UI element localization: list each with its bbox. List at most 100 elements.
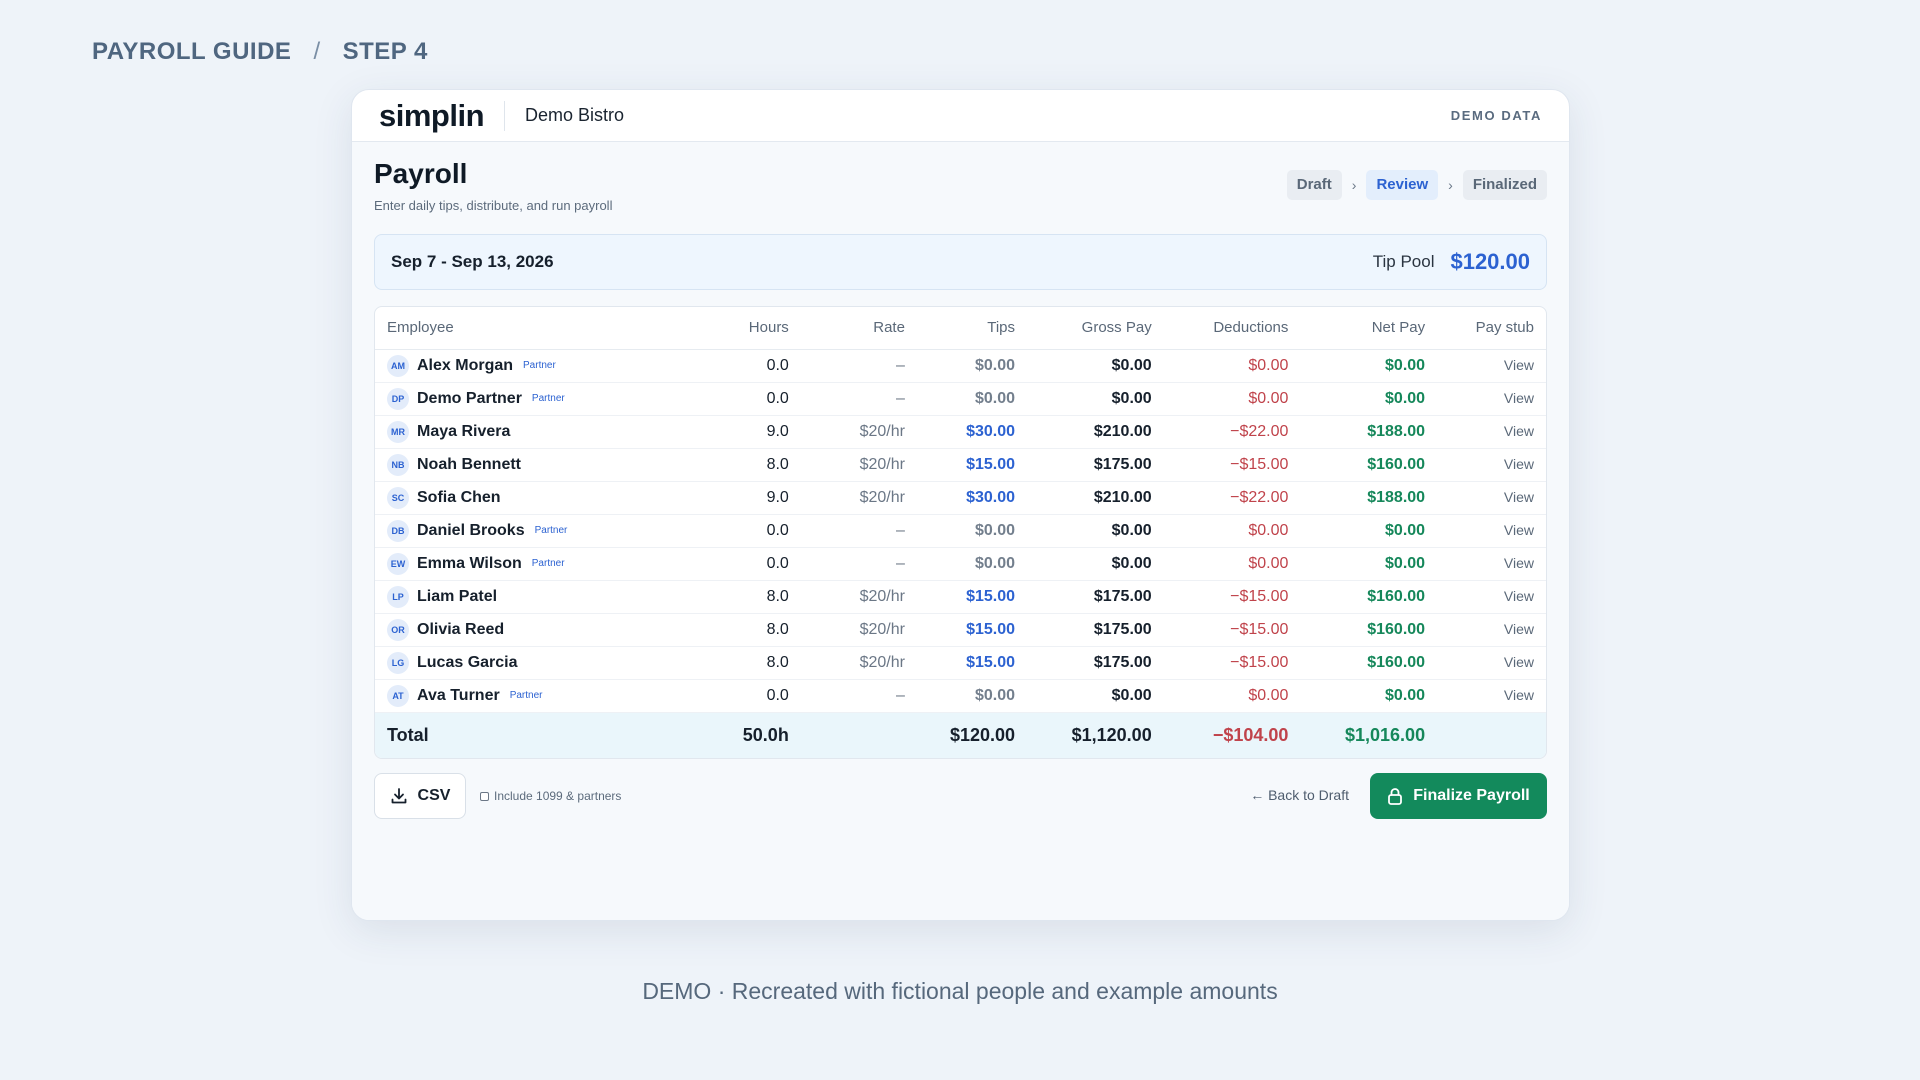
- partner-badge: Partner: [531, 558, 565, 569]
- column-header-tips: Tips: [916, 307, 1028, 350]
- lock-icon: [1388, 788, 1403, 805]
- table-row: AM Alex Morgan Partner 0.0 – $0.00 $0.00…: [375, 349, 1546, 383]
- total-tips: $120.00: [916, 712, 1028, 758]
- partner-badge: Partner: [509, 690, 543, 701]
- total-deductions: −$104.00: [1163, 712, 1301, 758]
- gross-pay-cell: $0.00: [1027, 679, 1164, 713]
- tips-cell: $30.00: [916, 481, 1028, 515]
- status-stepper: Draft › Review › Finalized: [1286, 170, 1547, 200]
- deductions-cell: $0.00: [1163, 349, 1301, 383]
- guide-separator: /: [313, 38, 321, 65]
- net-pay-cell: $160.00: [1300, 580, 1438, 614]
- pay-stub-cell: View: [1437, 514, 1546, 548]
- hours-cell: 0.0: [679, 514, 801, 548]
- finalize-payroll-button[interactable]: Finalize Payroll: [1370, 773, 1547, 819]
- view-pay-stub-link[interactable]: View: [1503, 455, 1534, 472]
- step-finalized[interactable]: Finalized: [1462, 170, 1547, 200]
- partner-badge: Partner: [523, 360, 556, 371]
- avatar: OR: [387, 618, 409, 641]
- employee-name[interactable]: Daniel Brooks: [417, 521, 525, 539]
- tips-cell: $0.00: [916, 547, 1028, 581]
- topbar-divider: [504, 100, 506, 131]
- column-header-deductions: Deductions: [1163, 307, 1301, 350]
- employee-name[interactable]: Ava Turner: [417, 686, 500, 704]
- org-name[interactable]: Demo Bistro: [525, 105, 625, 125]
- view-pay-stub-link[interactable]: View: [1503, 686, 1534, 703]
- employee-name[interactable]: Alex Morgan: [417, 356, 514, 374]
- view-pay-stub-link[interactable]: View: [1503, 521, 1534, 538]
- download-icon: [391, 788, 406, 804]
- table-row: DB Daniel Brooks Partner 0.0 – $0.00 $0.…: [375, 514, 1546, 548]
- deductions-cell: −$15.00: [1163, 580, 1301, 614]
- employee-name[interactable]: Liam Patel: [417, 587, 498, 605]
- hours-cell: 0.0: [679, 382, 801, 416]
- view-pay-stub-link[interactable]: View: [1503, 422, 1534, 439]
- table-row: LG Lucas Garcia 8.0 $20/hr $15.00 $175.0…: [375, 646, 1546, 680]
- checkbox-box[interactable]: [480, 791, 489, 801]
- rate-cell: $20/hr: [800, 481, 917, 515]
- avatar: AT: [387, 684, 409, 707]
- employee-cell: SC Sofia Chen: [375, 481, 680, 515]
- employee-name[interactable]: Emma Wilson: [417, 554, 522, 572]
- step-chevron-icon: ›: [1448, 177, 1453, 193]
- tips-cell: $15.00: [916, 580, 1028, 614]
- total-stub: [1437, 712, 1546, 758]
- view-pay-stub-link[interactable]: View: [1503, 587, 1534, 604]
- tip-pool: Tip Pool $120.00: [1373, 249, 1530, 275]
- csv-export-button[interactable]: CSV: [374, 773, 466, 819]
- employee-name[interactable]: Noah Bennett: [417, 455, 521, 473]
- deductions-cell: −$15.00: [1163, 448, 1301, 482]
- rate-cell: –: [800, 349, 917, 383]
- deductions-cell: −$22.00: [1163, 481, 1301, 515]
- hours-cell: 8.0: [679, 448, 801, 482]
- employee-cell: LP Liam Patel: [375, 580, 680, 614]
- include-partners-label: Include 1099 & partners: [494, 789, 622, 803]
- employee-name[interactable]: Sofia Chen: [417, 488, 501, 506]
- deductions-cell: −$15.00: [1163, 646, 1301, 680]
- include-partners-checkbox[interactable]: Include 1099 & partners: [480, 789, 621, 803]
- net-pay-cell: $160.00: [1300, 646, 1438, 680]
- net-pay-cell: $188.00: [1300, 481, 1438, 515]
- gross-pay-cell: $175.00: [1027, 580, 1164, 614]
- tips-cell: $0.00: [916, 382, 1028, 416]
- rate-cell: –: [800, 547, 917, 581]
- employee-name[interactable]: Demo Partner: [417, 389, 522, 407]
- rate-cell: $20/hr: [800, 580, 917, 614]
- view-pay-stub-link[interactable]: View: [1503, 653, 1534, 670]
- employee-name[interactable]: Maya Rivera: [417, 422, 511, 440]
- rate-cell: $20/hr: [800, 415, 917, 449]
- pay-stub-cell: View: [1437, 679, 1546, 713]
- view-pay-stub-link[interactable]: View: [1503, 356, 1534, 373]
- pay-stub-cell: View: [1437, 646, 1546, 680]
- view-pay-stub-link[interactable]: View: [1503, 389, 1534, 406]
- employee-cell: AT Ava Turner Partner: [375, 679, 680, 713]
- total-label: Total: [375, 712, 680, 758]
- view-pay-stub-link[interactable]: View: [1503, 554, 1534, 571]
- simplin-logo[interactable]: simplin: [379, 97, 485, 133]
- action-row: CSV Include 1099 & partners ← Back to Dr…: [374, 773, 1547, 835]
- deductions-cell: $0.00: [1163, 382, 1301, 416]
- view-pay-stub-link[interactable]: View: [1503, 488, 1534, 505]
- finalize-button-label: Finalize Payroll: [1413, 787, 1530, 804]
- page-title: Payroll: [374, 158, 468, 189]
- step-draft[interactable]: Draft: [1286, 170, 1342, 200]
- step-review[interactable]: Review: [1366, 170, 1439, 200]
- rate-cell: –: [800, 679, 917, 713]
- employee-name[interactable]: Lucas Garcia: [417, 653, 518, 671]
- employee-name[interactable]: Olivia Reed: [417, 620, 505, 638]
- hours-cell: 0.0: [679, 679, 801, 713]
- view-pay-stub-link[interactable]: View: [1503, 620, 1534, 637]
- avatar: MR: [387, 420, 409, 443]
- hours-cell: 0.0: [679, 349, 801, 383]
- table-row: OR Olivia Reed 8.0 $20/hr $15.00 $175.00…: [375, 613, 1546, 647]
- rate-cell: –: [800, 382, 917, 416]
- table-row: DP Demo Partner Partner 0.0 – $0.00 $0.0…: [375, 382, 1546, 416]
- pay-stub-cell: View: [1437, 415, 1546, 449]
- avatar: EW: [387, 552, 409, 575]
- tips-cell: $0.00: [916, 514, 1028, 548]
- column-header-gross-pay: Gross Pay: [1027, 307, 1164, 350]
- table-body: AM Alex Morgan Partner 0.0 – $0.00 $0.00…: [375, 349, 1546, 758]
- back-to-draft-link[interactable]: ← Back to Draft: [1250, 787, 1349, 803]
- total-hours: 50.0h: [679, 712, 801, 758]
- deductions-cell: $0.00: [1163, 514, 1301, 548]
